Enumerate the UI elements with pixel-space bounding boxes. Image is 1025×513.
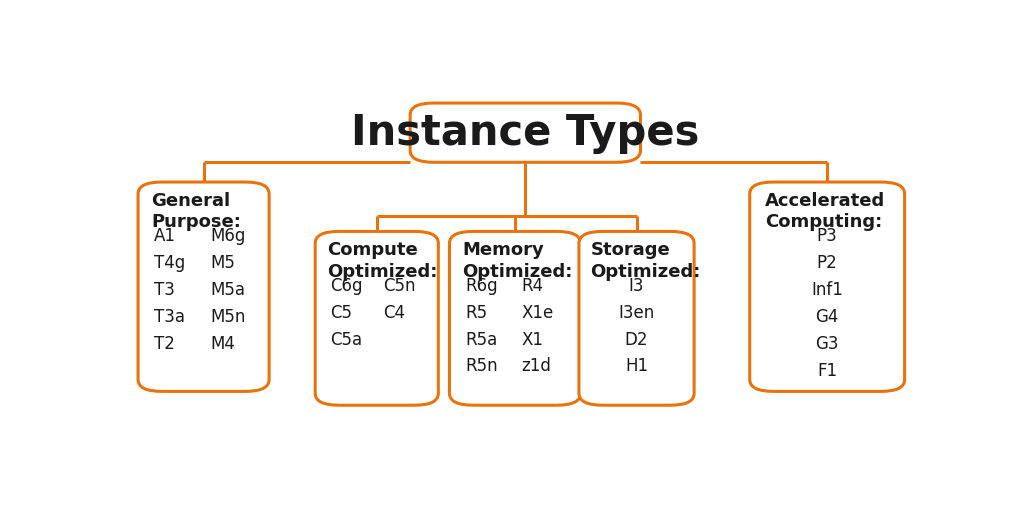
Text: Storage
Optimized:: Storage Optimized:	[590, 241, 701, 281]
Text: I3: I3	[628, 277, 645, 295]
Text: Compute
Optimized:: Compute Optimized:	[328, 241, 438, 281]
Text: M4: M4	[210, 335, 235, 353]
Text: T3: T3	[154, 281, 174, 299]
Text: M5a: M5a	[210, 281, 245, 299]
Text: z1d: z1d	[522, 358, 551, 376]
Text: R6g: R6g	[465, 277, 498, 295]
Text: X1e: X1e	[522, 304, 554, 322]
Text: C4: C4	[383, 304, 405, 322]
Text: H1: H1	[625, 358, 648, 376]
Text: P2: P2	[817, 254, 837, 272]
Text: T4g: T4g	[154, 254, 186, 272]
FancyBboxPatch shape	[749, 182, 905, 391]
Text: D2: D2	[625, 330, 648, 348]
FancyBboxPatch shape	[410, 103, 641, 162]
Text: C6g: C6g	[330, 277, 363, 295]
Text: R5: R5	[465, 304, 487, 322]
Text: C5n: C5n	[383, 277, 415, 295]
Text: R4: R4	[522, 277, 543, 295]
Text: Instance Types: Instance Types	[352, 112, 699, 154]
Text: C5a: C5a	[330, 330, 362, 348]
Text: C5: C5	[330, 304, 352, 322]
Text: P3: P3	[817, 227, 837, 245]
Text: R5n: R5n	[465, 358, 498, 376]
Text: A1: A1	[154, 227, 175, 245]
Text: X1: X1	[522, 330, 543, 348]
Text: M5: M5	[210, 254, 235, 272]
FancyBboxPatch shape	[316, 231, 439, 405]
Text: T2: T2	[154, 335, 174, 353]
Text: Inf1: Inf1	[811, 281, 844, 299]
FancyBboxPatch shape	[138, 182, 270, 391]
Text: G3: G3	[816, 335, 838, 353]
Text: Memory
Optimized:: Memory Optimized:	[462, 241, 573, 281]
Text: M5n: M5n	[210, 308, 246, 326]
FancyBboxPatch shape	[579, 231, 694, 405]
Text: General
Purpose:: General Purpose:	[151, 192, 241, 231]
Text: I3en: I3en	[618, 304, 655, 322]
Text: T3a: T3a	[154, 308, 184, 326]
Text: R5a: R5a	[465, 330, 497, 348]
FancyBboxPatch shape	[449, 231, 580, 405]
Text: F1: F1	[817, 362, 837, 380]
Text: M6g: M6g	[210, 227, 246, 245]
Text: Accelerated
Computing:: Accelerated Computing:	[766, 192, 886, 231]
Text: G4: G4	[816, 308, 838, 326]
